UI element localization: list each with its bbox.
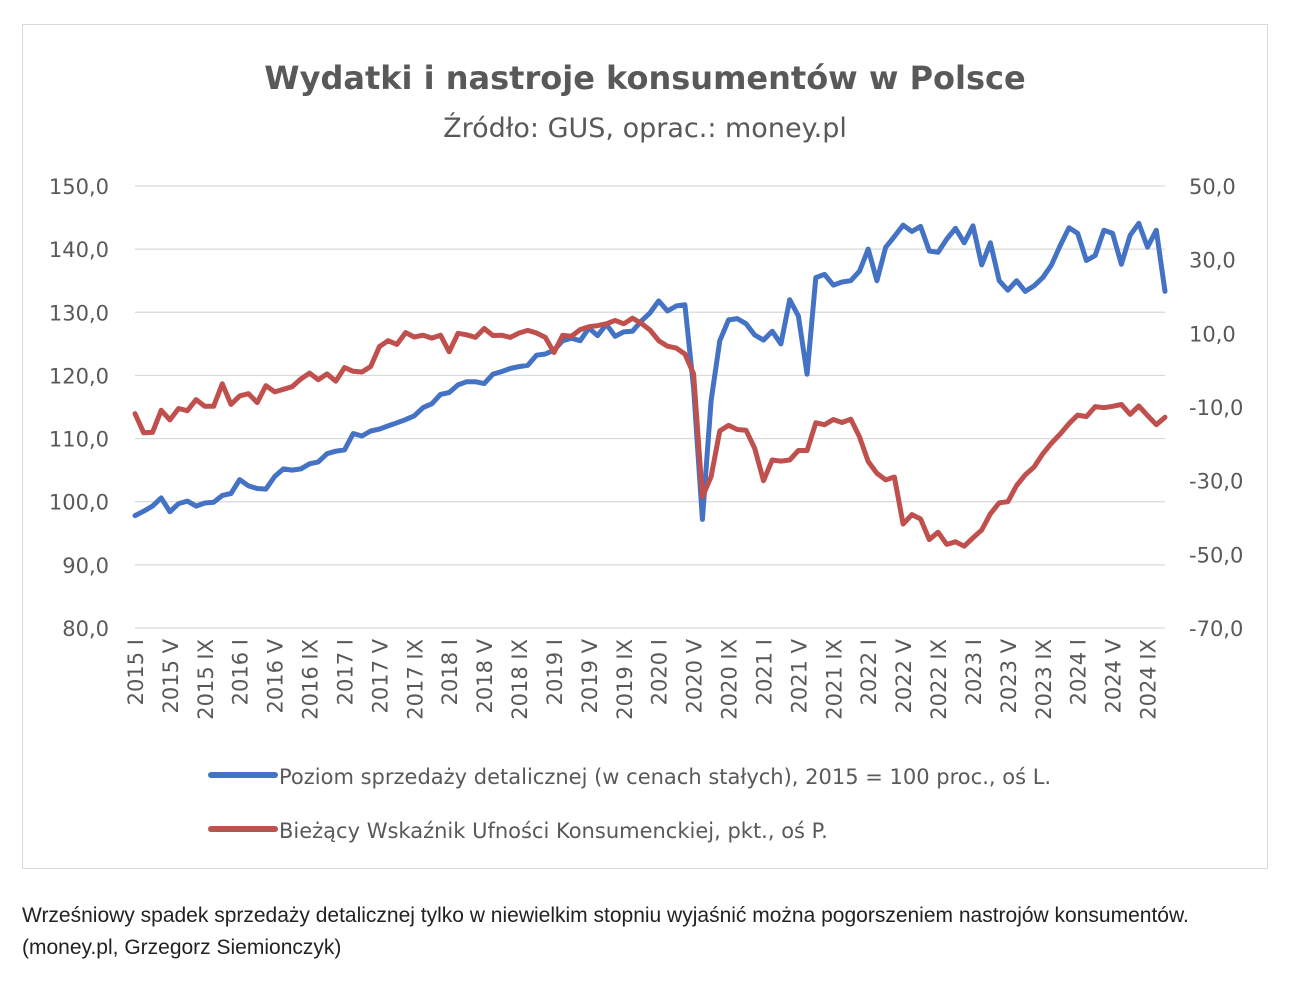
x-tick-label: 2016 IX [299, 639, 323, 720]
right-tick-label: 10,0 [1189, 322, 1236, 346]
x-tick-label: 2020 IX [718, 639, 742, 720]
x-axis: 2015 I 2015 V 2015 IX 2016 I 2016 V 2016 IX 20… [124, 638, 1161, 719]
left-tick-label: 80,0 [62, 617, 109, 641]
left-tick-label: 150,0 [49, 175, 109, 199]
x-tick-label: 2020 I [648, 639, 672, 705]
legend: Poziom sprzedaży detalicznej (w cenach s… [208, 765, 1051, 843]
x-tick-label: 2015 IX [194, 639, 218, 720]
x-tick-label: 2017 V [368, 638, 392, 713]
x-tick-label: 2024 IX [1137, 639, 1161, 720]
x-tick-label: 2016 I [229, 639, 253, 705]
x-tick-label: 2015 V [159, 638, 183, 713]
left-tick-label: 90,0 [62, 554, 109, 578]
left-tick-label: 130,0 [49, 301, 109, 325]
x-tick-label: 2019 I [543, 639, 567, 705]
chart-title: Wydatki i nastroje konsumentów w Polsce [264, 59, 1025, 97]
left-axis: 150,0 140,0 130,0 120,0 110,0 100,0 90,0 80,0 [49, 175, 109, 641]
x-tick-label: 2016 V [264, 638, 288, 713]
right-tick-label: 50,0 [1189, 175, 1236, 199]
x-tick-label: 2020 V [683, 638, 707, 713]
right-tick-label: -70,0 [1189, 617, 1243, 641]
right-tick-label: -10,0 [1189, 396, 1243, 420]
right-tick-label: -30,0 [1189, 470, 1243, 494]
x-tick-label: 2024 I [1067, 639, 1091, 705]
series-line-retail-sales [132, 220, 1168, 522]
left-tick-label: 140,0 [49, 238, 109, 262]
x-tick-label: 2015 I [124, 639, 148, 705]
x-tick-label: 2021 V [787, 638, 811, 713]
right-tick-label: -50,0 [1189, 543, 1243, 567]
chart-subtitle: Źródło: GUS, oprac.: money.pl [443, 112, 847, 144]
right-axis: 50,0 30,0 10,0 -10,0 -30,0 -50,0 -70,0 [1189, 175, 1243, 641]
x-tick-label: 2022 IX [927, 639, 951, 720]
x-tick-label: 2023 I [962, 639, 986, 705]
x-tick-label: 2021 I [752, 639, 776, 705]
x-tick-label: 2024 V [1102, 638, 1126, 713]
right-tick-label: 30,0 [1189, 249, 1236, 273]
x-tick-label: 2022 V [892, 638, 916, 713]
series-line-consumer-confidence [132, 315, 1168, 549]
x-tick-label: 2023 IX [1032, 639, 1056, 720]
x-tick-label: 2019 IX [613, 639, 637, 720]
x-tick-label: 2019 V [578, 638, 602, 713]
x-tick-label: 2018 I [438, 639, 462, 705]
x-tick-label: 2018 IX [508, 639, 532, 720]
left-tick-label: 110,0 [49, 428, 109, 452]
series-layer [132, 220, 1168, 549]
chart: Wydatki i nastroje konsumentów w Polsce … [49, 59, 1243, 843]
gridlines [135, 185, 1165, 629]
x-tick-label: 2017 IX [403, 639, 427, 720]
x-tick-label: 2021 IX [822, 639, 846, 720]
left-tick-label: 100,0 [49, 491, 109, 515]
image-caption: Wrześniowy spadek sprzedaży detalicznej … [22, 904, 1189, 959]
left-tick-label: 120,0 [49, 364, 109, 388]
x-tick-label: 2017 I [333, 639, 357, 705]
x-tick-label: 2022 I [857, 639, 881, 705]
x-tick-label: 2018 V [473, 638, 497, 713]
legend-label-retail-sales: Poziom sprzedaży detalicznej (w cenach s… [279, 765, 1051, 789]
x-tick-label: 2023 V [997, 638, 1021, 713]
legend-label-consumer-confidence: Bieżący Wskaźnik Ufności Konsumenckiej, … [279, 819, 828, 843]
chart-frame: Wydatki i nastroje konsumentów w Polsce … [22, 24, 1268, 869]
